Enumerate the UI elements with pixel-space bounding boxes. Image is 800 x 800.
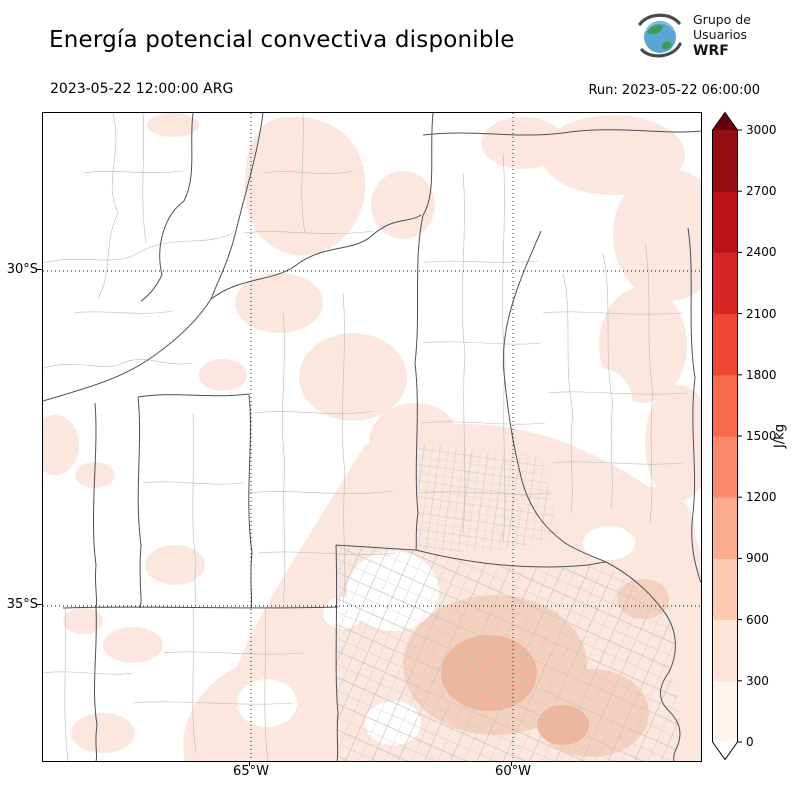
colorbar-scale xyxy=(712,112,742,760)
colorbar-tick-0: 0 xyxy=(746,735,754,749)
cape-map xyxy=(43,113,701,761)
x-tick-label-65w: 65°W xyxy=(233,764,269,779)
y-tick-label-30s: 30°S xyxy=(6,262,38,277)
x-tick-mark-60w xyxy=(511,761,512,766)
colorbar-tick-3000: 3000 xyxy=(746,123,777,137)
colorbar-tick-1500: 1500 xyxy=(746,429,777,443)
colorbar xyxy=(712,112,744,760)
valid-time-label: 2023-05-22 12:00:00 ARG xyxy=(50,81,234,97)
colorbar-tick-600: 600 xyxy=(746,613,769,627)
logo-line-3: WRF xyxy=(693,42,729,59)
colorbar-tick-labels: 3000 2700 2400 2100 1800 1500 1200 900 6… xyxy=(746,112,790,760)
y-tick-label-35s: 35°S xyxy=(6,597,38,612)
colorbar-unit-label: J/kg xyxy=(772,424,788,448)
y-tick-mark-30s xyxy=(37,269,42,270)
department-borders xyxy=(43,113,689,761)
logo-line-2: Usuarios xyxy=(693,27,748,43)
colorbar-tick-2400: 2400 xyxy=(746,245,777,259)
y-tick-mark-35s xyxy=(37,604,42,605)
logo-line-1: Grupo de xyxy=(693,11,751,27)
map-canvas xyxy=(42,112,702,762)
colorbar-tick-900: 900 xyxy=(746,551,769,565)
colorbar-tick-1200: 1200 xyxy=(746,490,777,504)
colorbar-tick-2100: 2100 xyxy=(746,307,777,321)
x-tick-mark-65w xyxy=(249,761,250,766)
run-time-label: Run: 2023-05-22 06:00:00 xyxy=(588,83,760,98)
wrf-users-logo: Grupo de Usuarios WRF xyxy=(634,10,751,62)
figure-title: Energía potencial convectiva disponible xyxy=(49,27,515,53)
colorbar-tick-300: 300 xyxy=(746,674,769,688)
x-tick-label-60w: 60°W xyxy=(495,764,531,779)
globe-icon xyxy=(638,13,682,58)
colorbar-tick-2700: 2700 xyxy=(746,184,777,198)
colorbar-tick-1800: 1800 xyxy=(746,368,777,382)
logo-text: Grupo de Usuarios WRF xyxy=(693,12,751,61)
grid-lines xyxy=(43,113,701,761)
